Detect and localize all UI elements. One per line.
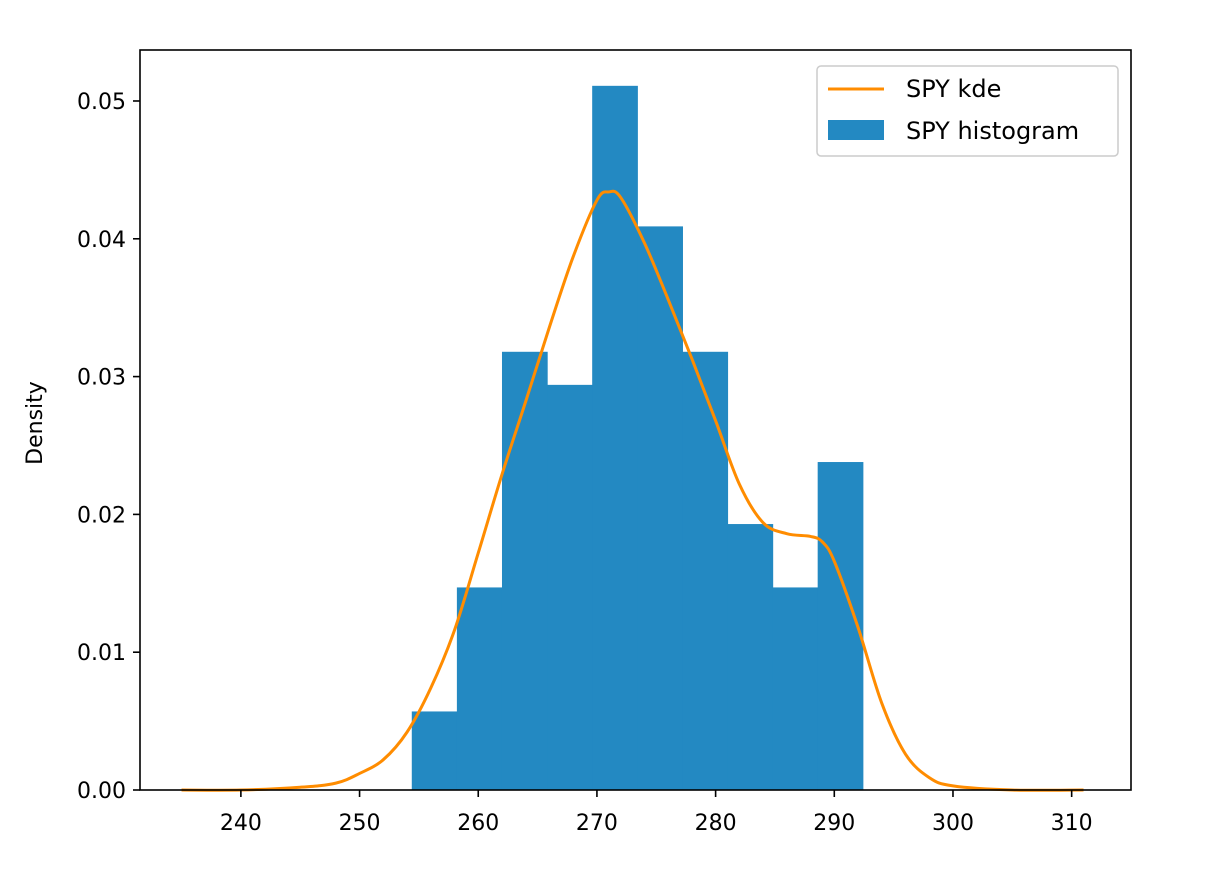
histogram-bar <box>682 351 729 790</box>
x-tick-label: 310 <box>1051 811 1093 836</box>
kde-series <box>181 189 1084 792</box>
x-tick-label: 280 <box>695 811 737 836</box>
histogram-bar <box>772 587 819 790</box>
y-tick-label: 0.04 <box>77 228 126 253</box>
plot-frame <box>139 49 1132 791</box>
y-axis-ticks: 0.00 0.01 0.02 0.03 0.04 0.05 <box>77 90 140 804</box>
x-tick-label: 250 <box>339 811 381 836</box>
x-tick-label: 300 <box>932 811 974 836</box>
histogram-bar <box>592 85 638 790</box>
histogram-bar <box>501 351 548 790</box>
x-tick-label: 270 <box>576 811 618 836</box>
x-tick-label: 260 <box>457 811 499 836</box>
y-tick-label: 0.03 <box>77 366 126 391</box>
legend: SPY kde SPY histogram <box>816 65 1119 157</box>
x-axis-ticks: 240 250 260 270 280 290 300 310 <box>220 790 1093 836</box>
x-tick-label: 240 <box>220 811 262 836</box>
histogram-bar <box>817 462 864 790</box>
histogram-bar <box>547 384 593 790</box>
y-tick-label: 0.05 <box>77 90 126 115</box>
histogram-bar <box>637 226 683 791</box>
y-tick-label: 0.01 <box>77 641 126 666</box>
legend-histogram-label: SPY histogram <box>906 117 1079 145</box>
y-tick-label: 0.02 <box>77 503 126 528</box>
histogram-bar <box>411 711 458 790</box>
legend-kde-label: SPY kde <box>906 75 1001 103</box>
kde-line <box>181 189 1084 792</box>
y-axis-label: Density <box>23 381 48 465</box>
y-tick-label: 0.00 <box>77 779 126 804</box>
legend-frame <box>816 65 1119 157</box>
histogram-bar <box>727 524 774 790</box>
histogram-bars <box>411 85 864 791</box>
histogram-bar <box>456 587 503 790</box>
x-tick-label: 290 <box>813 811 855 836</box>
legend-histogram-swatch <box>828 120 884 140</box>
